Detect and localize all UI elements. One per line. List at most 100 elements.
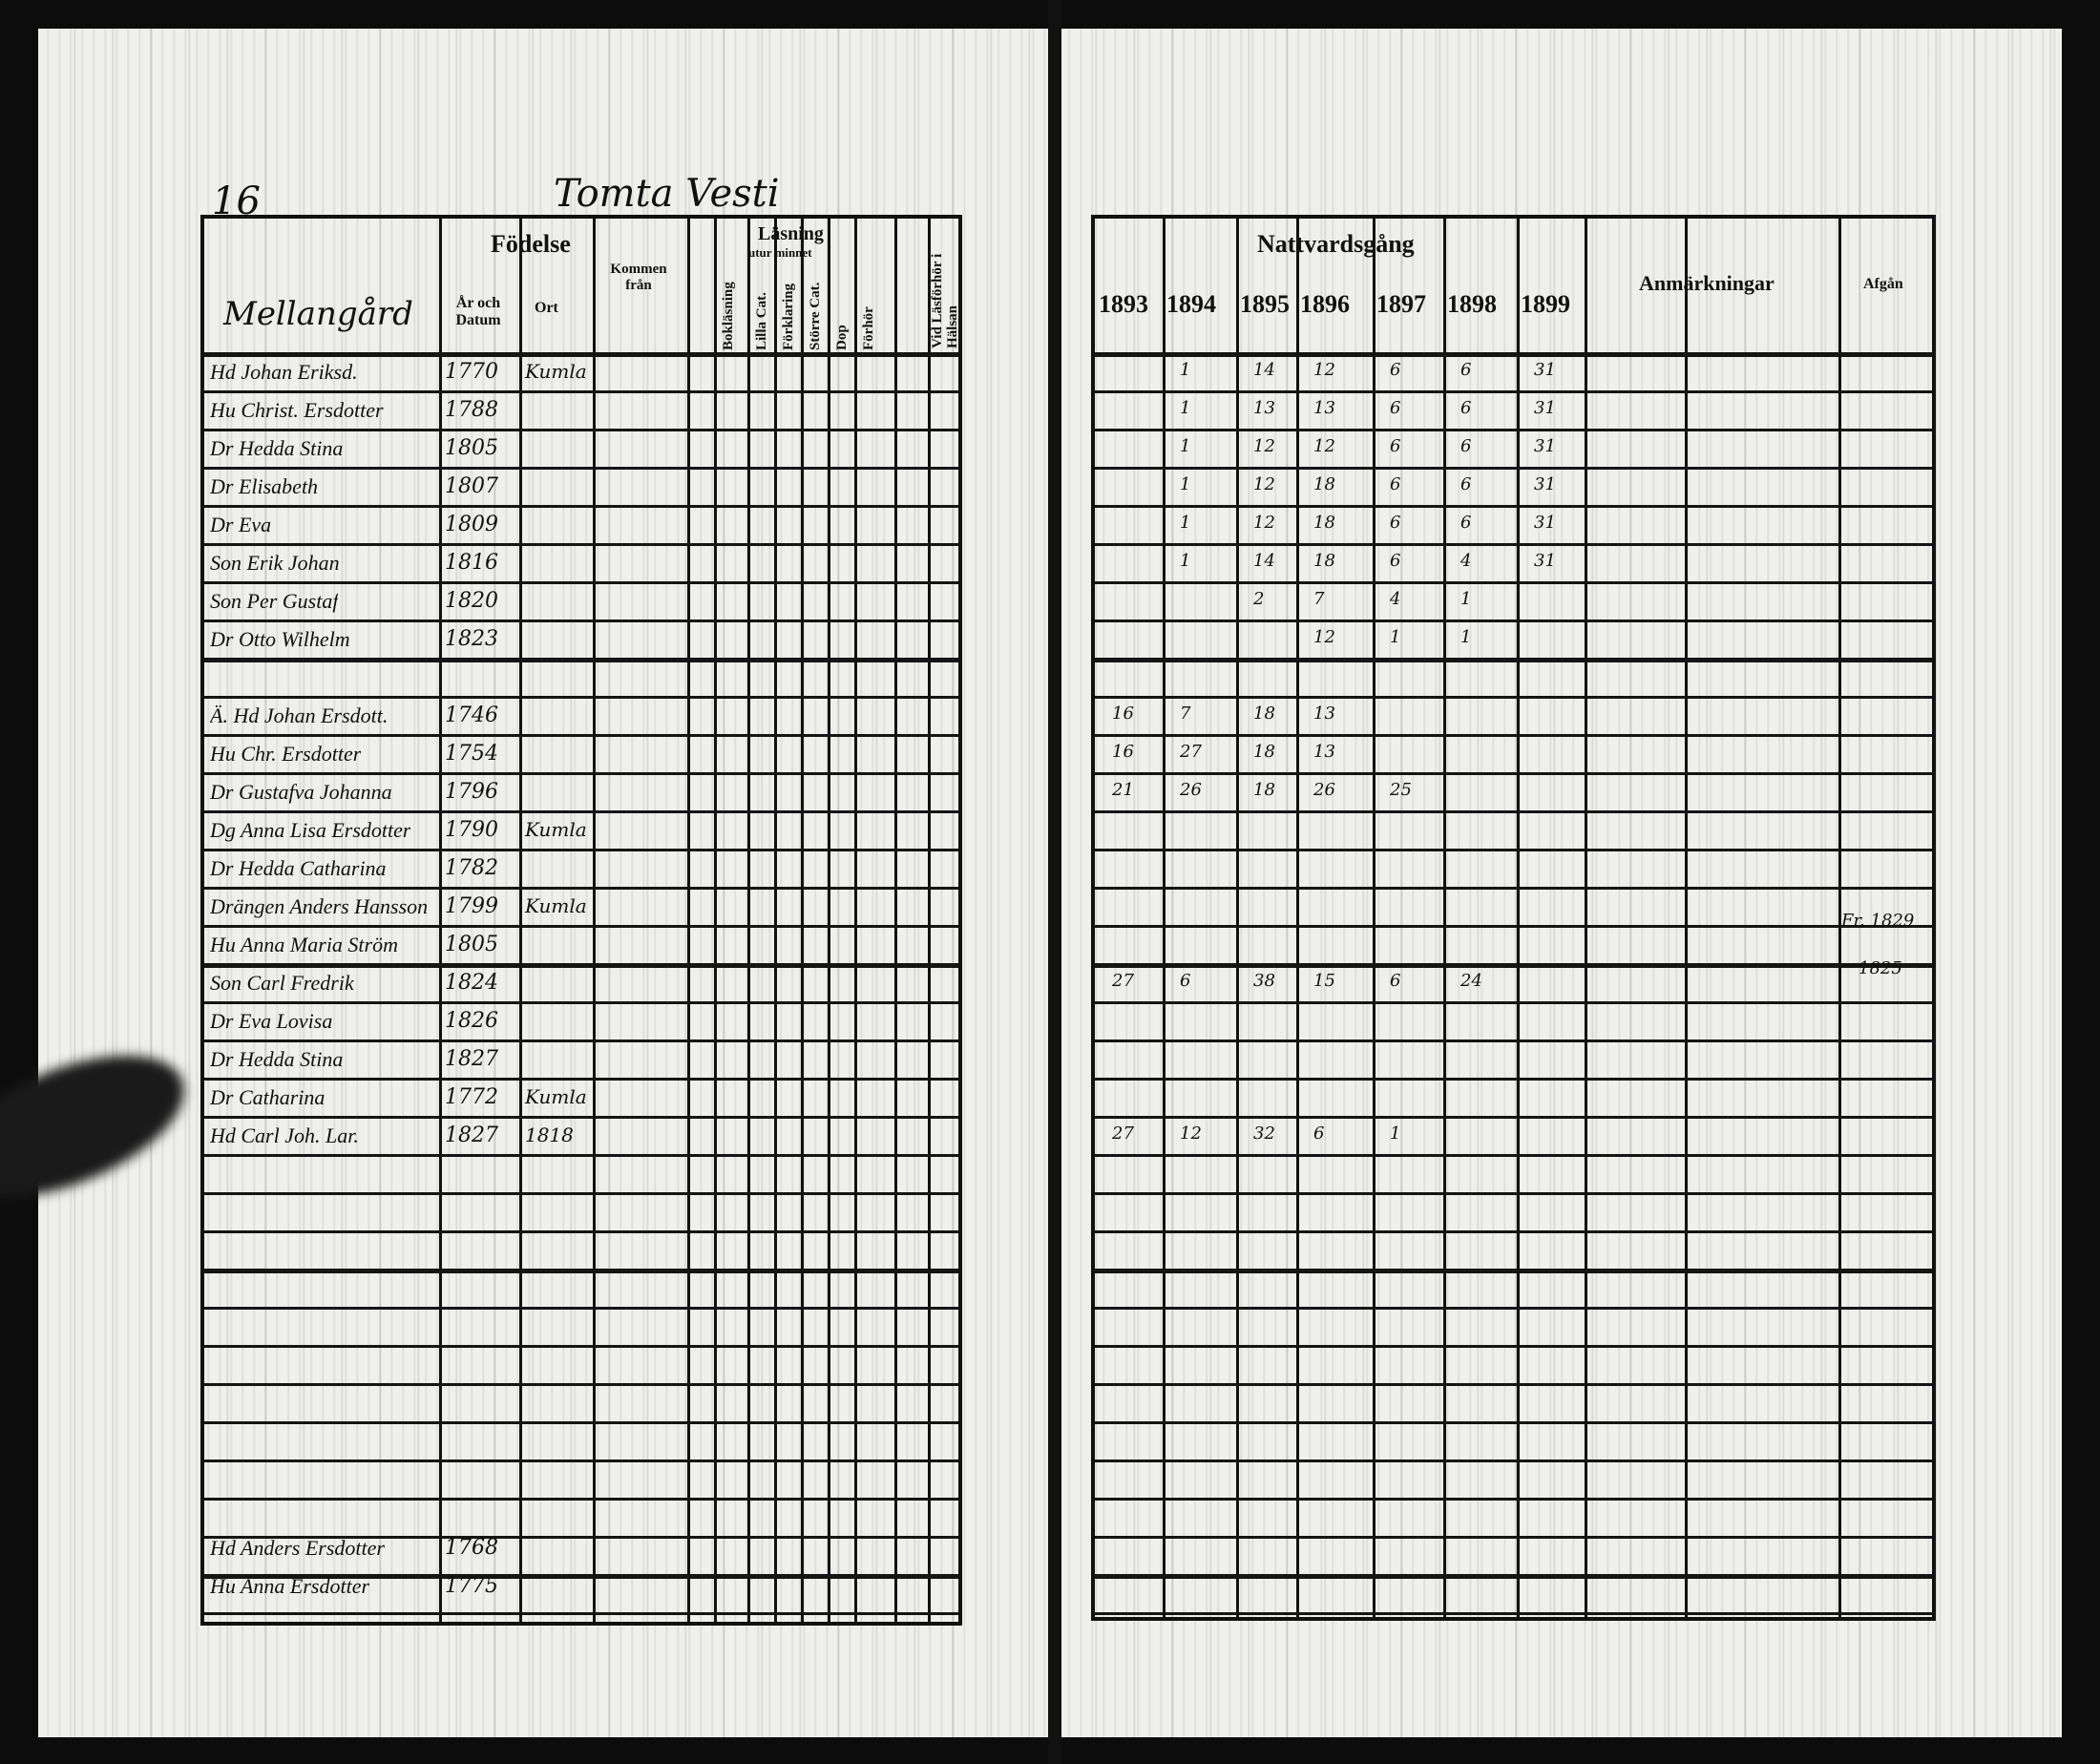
communion-mark: 1 (1460, 627, 1472, 647)
column-line (747, 219, 750, 1622)
row-line (1095, 1574, 1932, 1579)
row-line (1095, 1230, 1932, 1233)
communion-mark: 12 (1313, 436, 1335, 456)
row-line (1095, 1001, 1932, 1004)
person-name: Dr Eva (210, 513, 272, 536)
person-name: Son Erik Johan (210, 551, 340, 575)
communion-mark: 1 (1390, 1124, 1401, 1144)
birth-year: 1824 (445, 971, 498, 995)
row-line (204, 467, 958, 470)
communion-mark: 31 (1534, 551, 1556, 571)
communion-mark: 7 (1180, 704, 1191, 724)
row-line (1095, 849, 1932, 851)
person-name: Dr Catharina (210, 1085, 326, 1109)
person-name: Hu Anna Ersdotter (210, 1574, 370, 1598)
birth-place: Kumla (525, 360, 587, 383)
communion-mark: 6 (1390, 360, 1401, 380)
person-name: Dg Anna Lisa Ersdotter (210, 818, 411, 842)
row-line (204, 1345, 958, 1348)
person-name: Hu Christ. Ersdotter (210, 398, 384, 422)
communion-mark: 16 (1112, 742, 1134, 762)
communion-mark: 27 (1180, 742, 1202, 762)
column-line (687, 219, 690, 1622)
column-line (593, 219, 596, 1622)
birth-year: 1775 (445, 1574, 498, 1598)
row-line (204, 658, 958, 662)
right-page (1060, 29, 2062, 1737)
birth-place-header: Ort (535, 300, 558, 316)
came-from-header: Kommen från (610, 262, 667, 293)
person-name: Dr Gustafva Johanna (210, 780, 392, 804)
communion-mark: 6 (1460, 474, 1472, 494)
birth-date-header: År och Datum (455, 295, 501, 328)
communion-mark: 12 (1253, 436, 1275, 456)
communion-table: Nattvardsgång 1893 1894 1895 1896 1897 1898 18… (1091, 215, 1936, 1621)
birth-place: Kumla (525, 1085, 587, 1108)
row-line (1095, 1307, 1932, 1310)
communion-mark: 6 (1460, 398, 1472, 418)
person-name: Hd Anders Ersdotter (210, 1536, 385, 1560)
row-line (204, 1574, 958, 1579)
row-line (204, 505, 958, 508)
year-header: 1897 (1376, 290, 1426, 318)
row-line (204, 1498, 958, 1501)
birth-year: 1768 (445, 1536, 498, 1560)
row-line (1095, 1536, 1932, 1539)
birth-year: 1820 (445, 589, 498, 613)
departed-header: Afgån (1863, 276, 1903, 292)
row-line (204, 772, 958, 775)
communion-mark: 18 (1313, 513, 1335, 533)
birth-year: 1805 (445, 933, 498, 956)
communion-mark: 24 (1460, 971, 1482, 991)
column-line (1236, 219, 1239, 1617)
communion-mark: 18 (1253, 704, 1275, 724)
birth-year: 1805 (445, 436, 498, 460)
left-page (38, 29, 1050, 1737)
communion-mark: 31 (1534, 360, 1556, 380)
birth-year: 1770 (445, 360, 498, 384)
communion-mark: 1 (1180, 513, 1191, 533)
communion-mark: 18 (1253, 742, 1275, 762)
row-line (204, 1421, 958, 1424)
reading-column-header: Bokläsning (721, 282, 736, 350)
communion-mark: 12 (1313, 627, 1335, 647)
column-line (519, 219, 522, 1622)
birth-year: 1827 (445, 1124, 498, 1147)
row-line (1095, 1269, 1932, 1273)
row-line (1095, 658, 1932, 662)
row-line (204, 1230, 958, 1233)
communion-mark: 6 (1390, 513, 1401, 533)
year-header: 1893 (1099, 290, 1148, 318)
remark-note: Fr. 1829 (1841, 911, 1915, 931)
row-line (204, 581, 958, 584)
row-line (1095, 810, 1932, 813)
row-line (1095, 1421, 1932, 1424)
person-name: Hd Carl Joh. Lar. (210, 1124, 359, 1147)
row-line (1095, 429, 1932, 431)
person-name: Son Carl Fredrik (210, 971, 354, 995)
row-line (1095, 734, 1932, 737)
communion-mark: 12 (1313, 360, 1335, 380)
column-line (928, 219, 931, 1622)
row-line (204, 1154, 958, 1157)
birth-year: 1754 (445, 742, 498, 766)
row-line (1095, 1612, 1932, 1615)
person-name: Dr Eva Lovisa (210, 1009, 333, 1033)
row-line (204, 696, 958, 699)
communion-mark: 6 (1390, 474, 1401, 494)
person-name: Ä. Hd Johan Ersdott. (210, 704, 388, 727)
row-line (1095, 1078, 1932, 1081)
person-name: Dr Hedda Catharina (210, 856, 387, 880)
row-line (1095, 1498, 1932, 1501)
row-line (204, 1192, 958, 1195)
reading-column-header: Dop (834, 325, 850, 350)
row-line (1095, 390, 1932, 393)
row-line (204, 1536, 958, 1539)
communion-mark: 26 (1180, 780, 1202, 800)
reading-column-header: Större Cat. (808, 282, 823, 350)
column-line (854, 219, 857, 1622)
communion-mark: 1 (1180, 551, 1191, 571)
row-line (204, 1612, 958, 1615)
year-header: 1894 (1166, 290, 1216, 318)
year-header: 1898 (1447, 290, 1497, 318)
